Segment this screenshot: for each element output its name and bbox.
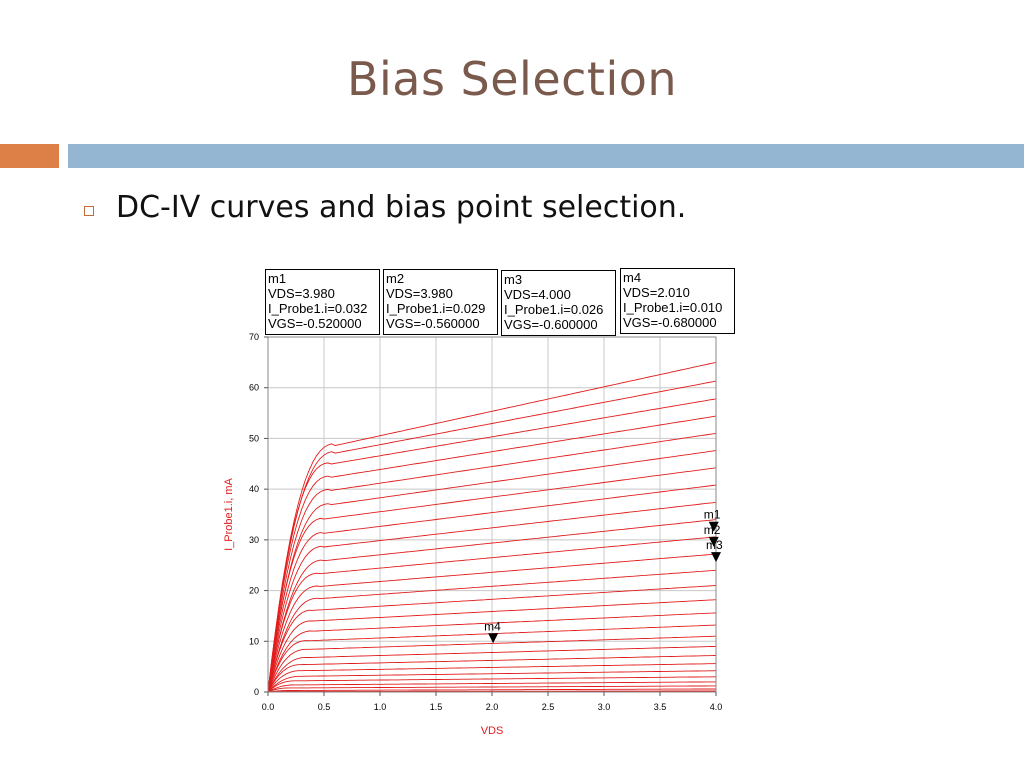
iv-curve (267, 612, 717, 693)
y-tick-label: 10 (249, 636, 259, 646)
slide-title: Bias Selection (346, 52, 678, 106)
iv-curve (267, 361, 717, 693)
y-tick-label: 40 (249, 484, 259, 494)
iv-curve (267, 484, 717, 693)
iv-curve (267, 398, 717, 693)
marker-line: I_Probe1.i=0.032 (268, 301, 368, 316)
iv-curve (267, 519, 717, 693)
marker-label-m3: m3 (706, 538, 723, 552)
x-tick-label: 0.0 (262, 702, 275, 712)
marker-line: VDS=3.980 (268, 286, 335, 301)
marker-box-m3: m3 VDS=4.000 I_Probe1.i=0.026 VGS=-0.600… (501, 270, 616, 336)
x-tick-label: 3.5 (654, 702, 667, 712)
bullet-square-icon (84, 206, 94, 216)
marker-line: VGS=-0.680000 (623, 315, 717, 330)
chart-grid (268, 337, 716, 692)
iv-curve (267, 585, 717, 693)
marker-box-m4: m4 VDS=2.010 I_Probe1.i=0.010 VGS=-0.680… (620, 268, 735, 334)
marker-line: VDS=4.000 (504, 287, 571, 302)
iv-curve (267, 599, 717, 693)
curve-family (267, 361, 717, 693)
marker-box-m1: m1 VDS=3.980 I_Probe1.i=0.032 VGS=-0.520… (265, 269, 380, 335)
accent-bar-blue (68, 144, 1024, 168)
iv-curve (267, 663, 717, 693)
marker-line: I_Probe1.i=0.029 (386, 301, 486, 316)
marker-triangle-m1 (708, 521, 719, 532)
y-tick-label: 0 (254, 687, 259, 697)
marker-line: VGS=-0.560000 (386, 316, 480, 331)
marker-triangle-m3 (711, 552, 721, 563)
accent-bar-orange (0, 144, 59, 168)
iv-curve (267, 467, 717, 693)
iv-curve (267, 688, 716, 693)
marker-label-m2: m2 (704, 523, 721, 537)
x-tick-label: 0.5 (318, 702, 331, 712)
axis-ticks: 0.0 0.5 1.0 1.5 2.0 2.5 3.0 3.5 4.0 0 10 20 30 40 50 60… (249, 332, 722, 712)
marker-label-m1: m1 (704, 508, 721, 522)
iv-curve (267, 569, 717, 693)
y-tick-label: 20 (249, 586, 259, 596)
marker-line: m1 (268, 271, 287, 286)
iv-curve (267, 432, 717, 693)
marker-line: I_Probe1.i=0.010 (623, 300, 723, 315)
marker-triangle-m4 (488, 633, 499, 644)
iv-curve (267, 676, 716, 693)
iv-curve (267, 690, 716, 693)
iv-curve (267, 380, 717, 693)
iv-curve (267, 536, 717, 693)
y-tick-label: 70 (249, 332, 259, 342)
marker-line: VGS=-0.520000 (268, 316, 362, 331)
marker-box-m2: m2 VDS=3.980 I_Probe1.i=0.029 VGS=-0.560… (383, 269, 498, 335)
bullet-text: DC-IV curves and bias point selection. (116, 190, 687, 225)
iv-curve (267, 450, 717, 693)
iv-curve (267, 645, 717, 693)
iv-curve (267, 635, 717, 693)
marker-line: VGS=-0.600000 (504, 317, 598, 332)
iv-curve (267, 670, 717, 693)
marker-line: m2 (386, 271, 405, 286)
iv-curve (267, 553, 717, 693)
iv-curve (267, 655, 717, 693)
marker-label-m4: m4 (484, 619, 501, 633)
x-tick-label: 3.0 (598, 702, 611, 712)
iv-curve (267, 501, 717, 693)
marker-line: m4 (623, 270, 642, 285)
x-tick-label: 2.0 (486, 702, 499, 712)
iv-curve (267, 681, 716, 693)
x-tick-label: 1.0 (374, 702, 387, 712)
marker-line: VDS=3.980 (386, 286, 453, 301)
x-tick-label: 2.5 (542, 702, 555, 712)
x-axis-label: VDS (481, 725, 504, 737)
marker-line: m3 (504, 272, 523, 287)
marker-triangle-m2 (708, 536, 719, 547)
y-tick-label: 30 (249, 535, 259, 545)
x-tick-label: 4.0 (710, 702, 723, 712)
y-tick-label: 60 (249, 383, 259, 393)
y-tick-label: 50 (249, 433, 259, 443)
iv-curve (267, 415, 717, 693)
x-tick-label: 1.5 (430, 702, 443, 712)
y-axis-label: I_Probe1.i, mA (223, 477, 235, 550)
marker-line: VDS=2.010 (623, 285, 690, 300)
iv-curve (267, 685, 716, 693)
marker-line: I_Probe1.i=0.026 (504, 302, 604, 317)
